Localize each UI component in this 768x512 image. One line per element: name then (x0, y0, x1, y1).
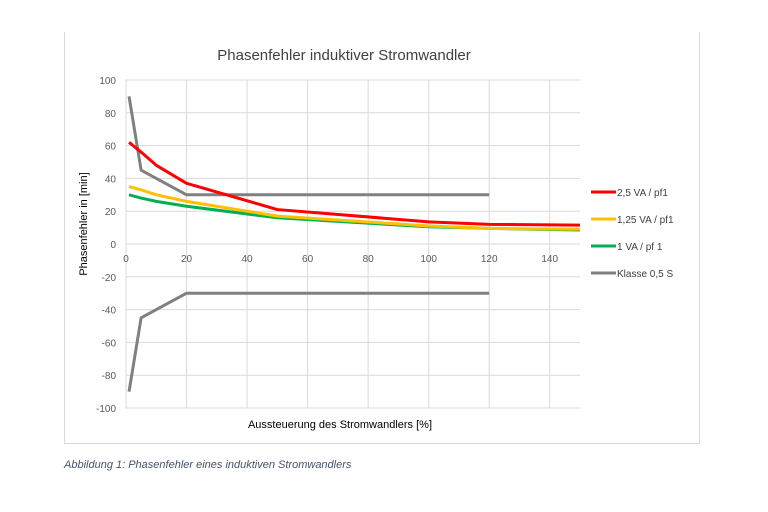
legend-label: 1 VA / pf 1 (617, 242, 663, 253)
y-tick-label: -100 (96, 404, 116, 415)
y-tick-label: 0 (110, 240, 116, 251)
y-tick-label: -80 (102, 371, 117, 382)
y-tick-label: 40 (105, 174, 117, 185)
y-tick-label: 20 (105, 207, 117, 218)
series-line (128, 185, 581, 231)
x-tick-label: 80 (363, 254, 375, 265)
legend-label: 1,25 VA / pf1 (617, 215, 674, 226)
chart-frame (64, 32, 700, 444)
series-line (128, 141, 581, 227)
x-tick-label: 140 (541, 254, 558, 265)
legend-label: 2,5 VA / pf1 (617, 188, 668, 199)
figure-caption: Abbildung 1: Phasenfehler eines induktiv… (64, 459, 352, 471)
series-line-lower (127, 291, 490, 392)
x-tick-label: 120 (481, 254, 498, 265)
x-tick-label: 20 (181, 254, 193, 265)
x-tick-label: 100 (420, 254, 437, 265)
y-tick-label: -40 (102, 306, 117, 317)
y-tick-label: 80 (105, 109, 117, 120)
x-tick-label: 0 (123, 254, 129, 265)
x-tick-label: 60 (302, 254, 314, 265)
y-tick-label: -20 (102, 273, 117, 284)
series-line (127, 96, 490, 197)
legend-label: Klasse 0,5 S (617, 269, 673, 280)
chart-title: Phasenfehler induktiver Stromwandler (217, 47, 470, 64)
y-tick-label: -60 (102, 338, 117, 349)
y-tick-label: 100 (99, 76, 116, 87)
x-axis-label: Aussteuerung des Stromwandlers [%] (248, 419, 432, 431)
x-tick-label: 40 (242, 254, 254, 265)
y-axis-label: Phasenfehler in [min] (78, 172, 90, 275)
y-tick-label: 60 (105, 142, 117, 153)
